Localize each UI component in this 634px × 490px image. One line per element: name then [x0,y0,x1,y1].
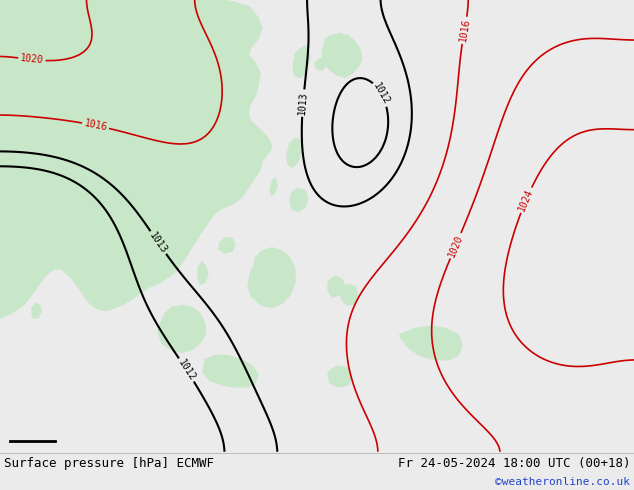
Polygon shape [328,276,345,297]
Text: 1013: 1013 [148,230,169,255]
Polygon shape [203,356,258,387]
Text: ©weatheronline.co.uk: ©weatheronline.co.uk [495,477,630,487]
Polygon shape [315,59,326,70]
Text: 1013: 1013 [297,91,309,115]
Polygon shape [0,0,272,318]
Text: Fr 24-05-2024 18:00 UTC (00+18): Fr 24-05-2024 18:00 UTC (00+18) [398,457,630,470]
Polygon shape [293,46,310,77]
Text: 1012: 1012 [372,81,392,107]
Polygon shape [32,303,41,318]
Polygon shape [158,305,205,352]
Polygon shape [400,326,462,360]
Text: 1024: 1024 [517,187,535,213]
Text: Surface pressure [hPa] ECMWF: Surface pressure [hPa] ECMWF [4,457,214,470]
Polygon shape [322,33,362,77]
Polygon shape [290,188,308,211]
Text: 1016: 1016 [83,118,108,133]
Polygon shape [198,262,208,285]
Polygon shape [248,248,295,307]
Text: 1012: 1012 [176,357,197,383]
Polygon shape [0,269,18,293]
Polygon shape [270,178,277,196]
Polygon shape [328,366,352,387]
Polygon shape [340,285,358,305]
Polygon shape [287,138,302,167]
Text: 1020: 1020 [446,233,465,259]
Text: 1016: 1016 [458,18,471,43]
Text: 1020: 1020 [20,53,44,66]
Polygon shape [219,237,235,253]
